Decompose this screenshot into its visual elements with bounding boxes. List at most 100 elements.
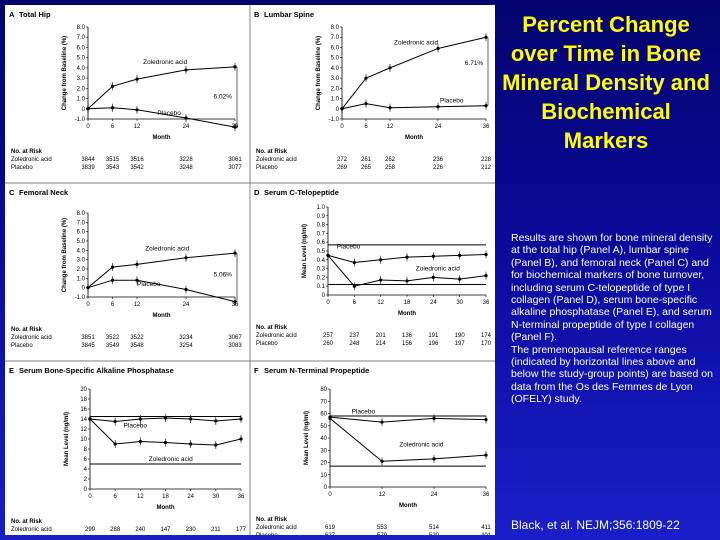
data-point [135, 262, 139, 266]
series-label: Placebo [352, 409, 376, 416]
y-tick-label: 16 [80, 407, 87, 413]
data-point [110, 265, 115, 269]
x-tick-label: 6 [111, 302, 115, 308]
risk-row-label: Placebo [256, 165, 278, 171]
data-point [135, 108, 139, 112]
risk-row-label: Placebo [11, 343, 33, 349]
risk-value: 190 [455, 333, 466, 339]
risk-value: 237 [349, 333, 360, 339]
y-tick-label: 1.0 [331, 97, 340, 103]
x-axis-label: Month [153, 313, 171, 319]
y-axis-label: Mean Level (ng/ml) [302, 224, 308, 278]
x-tick-label: 24 [183, 302, 190, 308]
x-tick-label: 36 [483, 300, 490, 306]
data-point [431, 254, 435, 258]
series-label: Placebo [137, 281, 161, 288]
y-tick-label: 4.0 [331, 66, 340, 72]
x-tick-label: 12 [387, 124, 394, 130]
y-tick-label: 7.0 [77, 220, 86, 226]
risk-value: 3549 [106, 343, 120, 349]
y-tick-label: 8.0 [331, 25, 340, 31]
risk-row-label: Zoledronic acid [256, 333, 297, 339]
y-tick-label: 1.0 [77, 276, 86, 282]
data-point [352, 260, 356, 265]
data-point [328, 416, 332, 420]
panel-title: Serum C-Telopeptide [264, 188, 339, 197]
data-point [431, 275, 435, 279]
data-point [436, 105, 440, 109]
risk-value: 3522 [106, 335, 120, 341]
risk-value: 411 [481, 525, 491, 531]
risk-value: 3543 [106, 165, 120, 171]
data-point [135, 278, 139, 282]
y-tick-label: 20 [80, 387, 87, 393]
risk-value: 401 [481, 533, 492, 535]
risk-header: No. at Risk [256, 517, 288, 523]
risk-row-label: Zoledronic acid [256, 157, 297, 163]
description-paragraph-1: Results are shown for bone mineral densi… [511, 232, 713, 344]
data-point [184, 68, 188, 72]
y-axis-label: Change from Baseline (%) [62, 218, 68, 292]
y-tick-label: 12 [80, 427, 87, 433]
y-axis-label: Mean Level (ng/ml) [304, 411, 310, 465]
panel-title: Total Hip [19, 10, 51, 19]
risk-row-label: Zoledronic acid [11, 335, 52, 341]
slide-title: Percent Change over Time in Bone Mineral… [502, 12, 710, 153]
data-point [214, 443, 218, 447]
panel-letter: C [9, 188, 15, 197]
series-line-0 [87, 252, 236, 289]
risk-value: 258 [385, 165, 396, 171]
y-tick-label: 70 [320, 399, 327, 405]
y-tick-label: 0.7 [317, 231, 326, 237]
risk-value: 228 [481, 157, 492, 163]
panel-title: Serum N-Terminal Propeptide [264, 366, 369, 375]
risk-value: 269 [337, 165, 348, 171]
data-point [88, 417, 92, 421]
data-point [233, 300, 237, 304]
description-paragraph-2: The premenopausal reference ranges (indi… [511, 343, 713, 406]
risk-value: 197 [455, 341, 466, 347]
data-point [380, 459, 384, 463]
y-tick-label: 4 [84, 467, 88, 473]
risk-value: 619 [325, 525, 336, 531]
risk-value: 230 [186, 527, 197, 533]
x-tick-label: 0 [86, 302, 90, 308]
data-point [388, 66, 392, 70]
series-label: Zoledronic acid [394, 39, 438, 46]
risk-value: 261 [361, 157, 372, 163]
y-tick-label: -1.0 [75, 117, 86, 123]
risk-value: 3839 [81, 165, 95, 171]
x-tick-label: 18 [404, 300, 411, 306]
y-tick-label: 1.0 [77, 97, 86, 103]
y-tick-label: 0.2 [317, 275, 326, 281]
risk-value: 257 [323, 333, 334, 339]
series-line-0 [329, 416, 487, 423]
data-point [340, 107, 344, 111]
y-tick-label: -1.0 [75, 295, 86, 301]
figure-svg: A Total Hip-1.001.02.03.04.05.06.07.08.00… [5, 5, 495, 535]
risk-value: 196 [428, 341, 439, 347]
y-tick-label: 0.3 [317, 267, 326, 273]
panel-letter: F [254, 366, 259, 375]
series-line-0 [87, 66, 236, 110]
data-point [388, 106, 392, 110]
data-point [432, 416, 436, 420]
panel-f: F Serum N-Terminal Propeptide 0 10 20 30 40 50 6… [254, 366, 492, 535]
x-axis-label: Month [157, 505, 175, 511]
data-point [113, 419, 117, 424]
risk-value: 191 [428, 333, 439, 339]
series-line-0 [341, 36, 487, 110]
panel-d: D Serum C-Telopeptide 0 0.1 0.2 0.3 0.4 0.5 0.6 0… [254, 188, 492, 347]
risk-value: 3248 [179, 165, 193, 171]
x-tick-label: 24 [183, 124, 190, 130]
y-tick-label: 3.0 [77, 76, 86, 82]
data-point [436, 46, 440, 51]
y-tick-label: 8.0 [77, 25, 86, 31]
series-label: Placebo [440, 98, 464, 105]
risk-value: 3061 [228, 157, 242, 163]
data-point [484, 35, 488, 39]
difference-annotation: 6.02% [214, 94, 233, 101]
figure: A Total Hip -1.0 0 1.0 2.0 3.0 4.0 5.0 6.0 7.0 8.0 0… [5, 5, 495, 535]
citation: Black, et al. NEJM;356:1809-22 [511, 518, 680, 532]
series-label: Zoledronic acid [145, 245, 189, 252]
